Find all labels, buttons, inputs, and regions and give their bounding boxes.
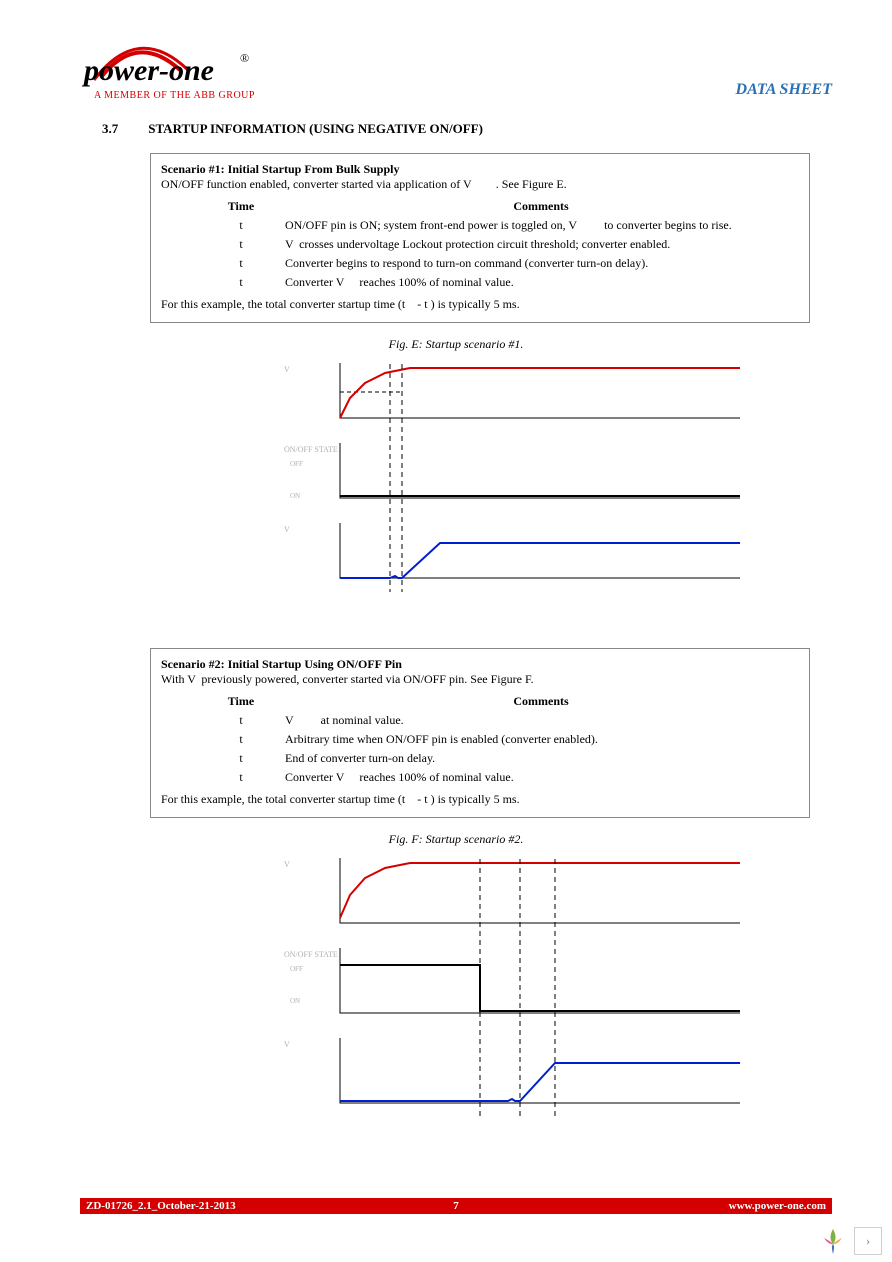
scenario2-t3: t [163, 769, 283, 786]
scenario2-t1: t [163, 731, 283, 748]
logo: power-one ® A MEMBER OF THE ABB GROUP [80, 40, 270, 101]
section-title: STARTUP INFORMATION (USING NEGATIVE ON/O… [148, 121, 483, 137]
svg-text:ON: ON [290, 997, 300, 1005]
scenario1-c2: Converter begins to respond to turn-on c… [285, 255, 797, 272]
scenario1-col-time: Time [163, 198, 283, 215]
scenario2-t0: t [163, 712, 283, 729]
datasheet-title: DATA SHEET [736, 81, 832, 99]
scenario2-col-time: Time [163, 693, 283, 710]
scenario2-col-comments: Comments [285, 693, 797, 710]
footer-left: ZD-01726_2.1_October-21-2013 [86, 1200, 236, 1212]
footer-page-number: 7 [453, 1200, 459, 1212]
footer-bar: ZD-01726_2.1_October-21-2013 7 www.power… [80, 1198, 832, 1214]
fig-e-caption: Fig. E: Startup scenario #1. [80, 337, 832, 352]
scenario1-t2: t [163, 255, 283, 272]
footer-right: www.power-one.com [729, 1200, 826, 1212]
section-heading: 3.7 STARTUP INFORMATION (USING NEGATIVE … [102, 121, 832, 137]
fig-f-caption: Fig. F: Startup scenario #2. [80, 832, 832, 847]
brand-subtitle: A MEMBER OF THE ABB GROUP [94, 90, 270, 101]
scenario2-c1: Arbitrary time when ON/OFF pin is enable… [285, 731, 797, 748]
svg-text:®: ® [240, 51, 249, 65]
svg-text:power-one: power-one [81, 54, 214, 87]
scenario1-col-comments: Comments [285, 198, 797, 215]
scenario1-intro: ON/OFF function enabled, converter start… [161, 177, 799, 192]
scenario2-c0: V at nominal value. [285, 712, 797, 729]
svg-text:V: V [284, 365, 290, 374]
scenario2-c2: End of converter turn-on delay. [285, 750, 797, 767]
section-number: 3.7 [102, 121, 118, 137]
svg-text:OFF: OFF [290, 460, 303, 468]
scenario1-box: Scenario #1: Initial Startup From Bulk S… [150, 153, 810, 323]
svg-text:V: V [284, 860, 290, 869]
chevron-right-icon: › [866, 1233, 870, 1249]
svg-text:V: V [284, 525, 290, 534]
scenario1-c0: ON/OFF pin is ON; system front-end power… [285, 217, 797, 234]
scenario2-t2: t [163, 750, 283, 767]
scenario2-title: Scenario #2: Initial Startup Using ON/OF… [161, 657, 799, 672]
scenario1-title: Scenario #1: Initial Startup From Bulk S… [161, 162, 799, 177]
leaf-icon [818, 1226, 848, 1256]
scenario1-footer: For this example, the total converter st… [161, 297, 799, 312]
scenario2-footer: For this example, the total converter st… [161, 792, 799, 807]
svg-text:OFF: OFF [290, 965, 303, 973]
scenario1-table: Time Comments tON/OFF pin is ON; system … [161, 196, 799, 293]
scenario2-c3: Converter V reaches 100% of nominal valu… [285, 769, 797, 786]
header: power-one ® A MEMBER OF THE ABB GROUP DA… [80, 40, 832, 101]
scenario2-table: Time Comments tV at nominal value. tArbi… [161, 691, 799, 788]
chart-e: V ON/OFF STATE OFF ON V [280, 358, 832, 618]
brand-logo-icon: power-one ® [80, 40, 270, 94]
svg-text:ON/OFF STATE: ON/OFF STATE [284, 445, 338, 454]
scenario1-t0: t [163, 217, 283, 234]
scenario1-t1: t [163, 236, 283, 253]
svg-text:ON: ON [290, 492, 300, 500]
scenario2-box: Scenario #2: Initial Startup Using ON/OF… [150, 648, 810, 818]
svg-text:V: V [284, 1040, 290, 1049]
chart-f: V ON/OFF STATE OFF ON V [280, 853, 832, 1163]
next-button[interactable]: › [854, 1227, 882, 1255]
scenario2-intro: With V previously powered, converter sta… [161, 672, 799, 687]
svg-text:ON/OFF STATE: ON/OFF STATE [284, 950, 338, 959]
scenario1-t3: t [163, 274, 283, 291]
scenario1-c1: V crosses undervoltage Lockout protectio… [285, 236, 797, 253]
scenario1-c3: Converter V reaches 100% of nominal valu… [285, 274, 797, 291]
corner-widget: › [818, 1226, 882, 1256]
